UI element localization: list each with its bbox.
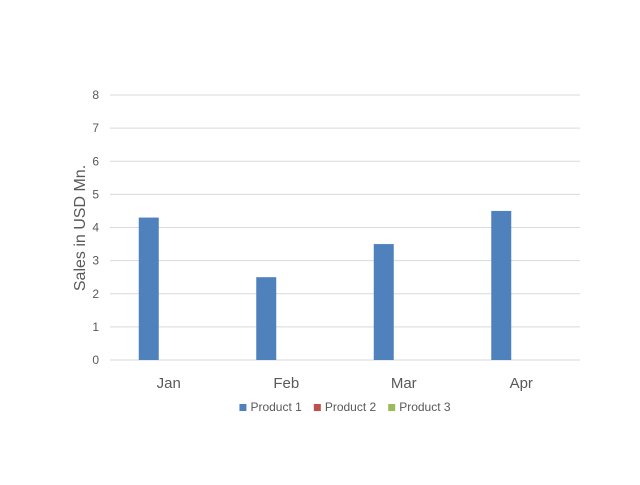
y-tick-label: 8 bbox=[92, 88, 99, 102]
y-tick-label: 0 bbox=[92, 353, 99, 367]
y-tick-label: 4 bbox=[92, 221, 99, 235]
y-tick-label: 3 bbox=[92, 254, 99, 268]
x-tick-label: Mar bbox=[391, 375, 417, 392]
legend-item-product-2: Product 2 bbox=[313, 400, 377, 414]
bar-product-1-apr bbox=[491, 210, 512, 360]
bar-product-1-mar bbox=[373, 244, 394, 360]
bar-product-1-feb bbox=[256, 277, 277, 360]
y-tick-label: 2 bbox=[92, 287, 99, 301]
legend-item-product-1: Product 1 bbox=[239, 400, 302, 414]
bar-product-1-jan bbox=[138, 217, 159, 360]
gridlines bbox=[110, 94, 580, 361]
bars bbox=[138, 210, 512, 360]
y-tick-label: 1 bbox=[92, 320, 99, 334]
y-tick-label: 5 bbox=[92, 187, 99, 201]
y-axis-label: Sales in USD Mn. bbox=[72, 165, 89, 291]
x-tick-label: Feb bbox=[273, 375, 299, 392]
x-tick-label: Jan bbox=[157, 375, 181, 392]
legend-swatch bbox=[388, 404, 396, 411]
legend-swatch bbox=[239, 404, 247, 411]
legend: Product 1 Product 2 Product 3 bbox=[239, 400, 451, 414]
y-tick-label: 7 bbox=[92, 121, 99, 135]
legend-label: Product 1 bbox=[250, 400, 302, 414]
x-tick-label: Apr bbox=[510, 375, 533, 392]
y-axis-ticks: 0 1 2 3 4 5 6 7 8 bbox=[92, 88, 99, 367]
y-tick-label: 6 bbox=[92, 154, 99, 168]
x-axis-ticks: Jan Feb Mar Apr bbox=[157, 375, 533, 392]
legend-label: Product 3 bbox=[399, 400, 451, 414]
legend-swatch bbox=[313, 404, 321, 411]
legend-item-product-3: Product 3 bbox=[388, 400, 451, 414]
legend-label: Product 2 bbox=[325, 400, 377, 414]
